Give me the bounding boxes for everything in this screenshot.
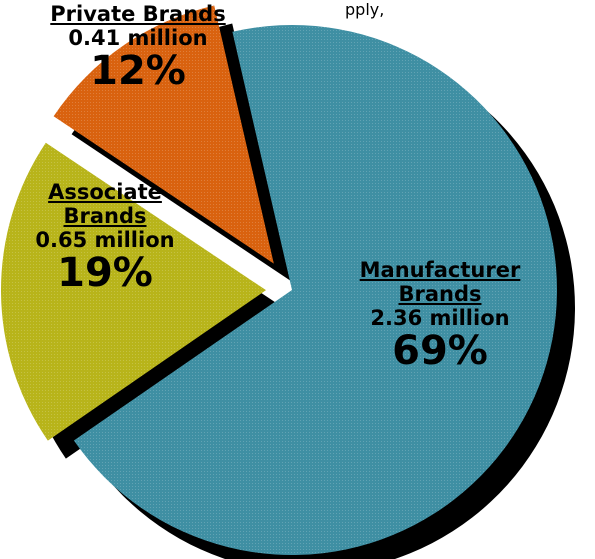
slice-name: Associate Brands: [48, 180, 162, 229]
slice-texture: [73, 25, 557, 555]
slice-label-private-brands: Private Brands 0.41 million 12%: [28, 2, 248, 92]
slice-name: Manufacturer Brands: [359, 258, 521, 307]
slice-name: Private Brands: [50, 2, 226, 26]
slices-group: [1, 5, 557, 555]
slice-percent: 12%: [90, 48, 186, 95]
slice-value: 0.41 million: [68, 26, 208, 51]
slice-percent: 69%: [392, 328, 488, 375]
truncated-text: pply,: [345, 0, 385, 19]
slice-texture: [1, 142, 267, 441]
slice-value: 2.36 million: [370, 306, 510, 331]
slice-label-manufacturer-brands: Manufacturer Brands 2.36 million 69%: [330, 258, 550, 372]
slice-texture: [53, 5, 274, 264]
slice-label-associate-brands: Associate Brands 0.65 million 19%: [10, 180, 200, 294]
slice-value: 0.65 million: [35, 228, 175, 253]
slice-percent: 19%: [57, 250, 153, 297]
